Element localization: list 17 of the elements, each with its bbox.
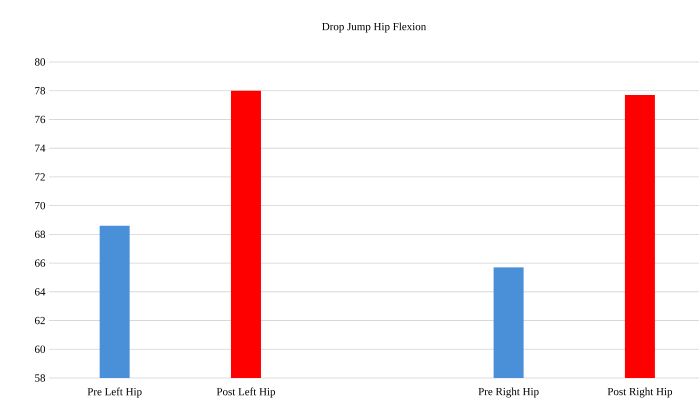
y-tick-label: 60 [34,346,46,353]
x-tick-label: Post Left Hip [216,388,276,398]
chart-title: Drop Jump Hip Flexion [322,22,426,32]
y-tick-label: 62 [34,316,45,324]
x-tick-label: Pre Right Hip [478,388,539,398]
y-tick-label: 70 [35,202,46,210]
y-tick-label: 80 [34,58,46,66]
y-tick-label: 68 [34,230,46,238]
y-tick-label: 76 [35,116,46,124]
y-tick-label: 72 [35,173,45,181]
y-tick-label: 78 [35,87,46,94]
y-tick-label: 58 [35,374,46,382]
y-tick-label: 64 [34,288,46,296]
x-tick-label: Pre Left Hip [88,388,142,398]
x-tick-label: Post Right Hip [608,388,672,398]
y-tick-label: 66 [34,259,46,267]
y-tick-label: 74 [35,144,46,152]
